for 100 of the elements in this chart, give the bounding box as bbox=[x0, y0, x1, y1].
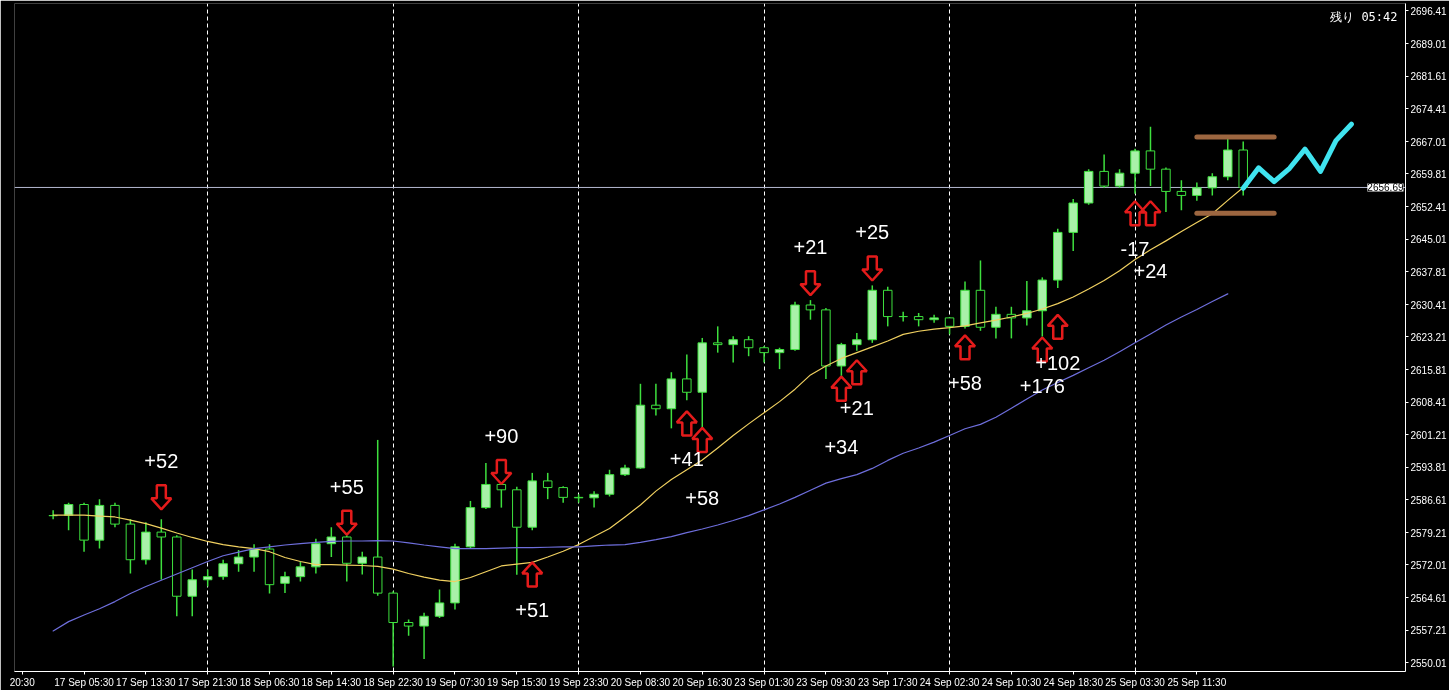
candlestick bbox=[712, 325, 723, 354]
annotation: +21 bbox=[839, 397, 874, 420]
candlestick bbox=[1176, 179, 1187, 211]
x-tick-label: 23 Sep 01:30 bbox=[734, 676, 795, 688]
x-tick-label: 24 Sep 10:30 bbox=[981, 676, 1042, 688]
candlestick bbox=[496, 482, 507, 509]
y-tick-label: 2630.41 bbox=[1410, 299, 1448, 311]
candlestick bbox=[434, 588, 445, 619]
candlestick bbox=[1207, 172, 1218, 197]
x-tick-label: 17 Sep 05:30 bbox=[54, 676, 115, 688]
x-tick-label: 23 Sep 17:30 bbox=[857, 676, 918, 688]
point bbox=[861, 255, 884, 282]
x-tick-label: 17 Sep 13:30 bbox=[116, 676, 177, 688]
candlestick bbox=[651, 383, 661, 417]
y-tick-label: 2689.01 bbox=[1410, 38, 1448, 50]
point bbox=[1123, 200, 1147, 227]
candlestick bbox=[280, 571, 290, 594]
candlestick bbox=[836, 342, 847, 377]
candlestick bbox=[728, 335, 738, 364]
annotation: 残り 05:42 bbox=[1330, 9, 1398, 24]
candlestick bbox=[481, 462, 491, 510]
point bbox=[799, 269, 822, 297]
y-tick-label: 2615.81 bbox=[1410, 364, 1448, 376]
x-tick-label: 18 Sep 14:30 bbox=[301, 676, 362, 688]
annotation: +24 bbox=[1133, 260, 1168, 283]
candlestick bbox=[1192, 181, 1202, 202]
y-tick-label: 2586.61 bbox=[1410, 494, 1448, 506]
point bbox=[1046, 313, 1069, 341]
candlestick bbox=[63, 501, 74, 532]
annotation: +55 bbox=[329, 475, 364, 498]
y-tick-label: 2593.81 bbox=[1410, 462, 1448, 474]
candlestick bbox=[1145, 126, 1156, 187]
y-tick-label: 2550.01 bbox=[1410, 657, 1448, 669]
candlestick bbox=[311, 538, 321, 575]
annotation: +58 bbox=[685, 486, 720, 509]
x-tick-label: 24 Sep 02:30 bbox=[919, 676, 980, 688]
y-tick-label: 2623.21 bbox=[1410, 331, 1448, 343]
candlestick bbox=[991, 306, 1001, 340]
x-tick-label: 25 Sep 11:30 bbox=[1167, 676, 1227, 688]
point bbox=[675, 410, 699, 437]
candlestick bbox=[187, 568, 197, 618]
x-tick-label: 17 Sep 21:30 bbox=[177, 676, 238, 688]
x-tick-label: 19 Sep 15:30 bbox=[487, 676, 547, 688]
x-tick-label: 20 Sep 08:30 bbox=[610, 676, 671, 688]
y-tick-label: 2601.21 bbox=[1410, 429, 1448, 441]
point bbox=[953, 334, 977, 361]
candlestick bbox=[218, 558, 228, 581]
x-tick-label: 19 Sep 07:30 bbox=[425, 676, 486, 688]
annotation: +52 bbox=[144, 450, 179, 473]
x-tick-label: 23 Sep 09:30 bbox=[796, 676, 857, 688]
candlestick bbox=[805, 299, 816, 321]
annotation: -17 bbox=[1120, 238, 1150, 261]
annotation: +25 bbox=[855, 221, 890, 244]
y-tick-label: 2579.21 bbox=[1410, 527, 1448, 539]
point bbox=[691, 426, 714, 454]
annotation: +21 bbox=[793, 236, 828, 259]
y-tick-label: 2564.61 bbox=[1410, 592, 1448, 604]
candlestick bbox=[682, 353, 692, 402]
annotation: +90 bbox=[484, 424, 519, 447]
candlestick bbox=[357, 550, 367, 576]
point bbox=[521, 561, 544, 588]
x-tick-label: 20:30 bbox=[9, 676, 36, 688]
x-tick-label: 20 Sep 16:30 bbox=[672, 676, 733, 688]
candlestick bbox=[249, 543, 259, 573]
x-tick-label: 25 Sep 03:30 bbox=[1105, 676, 1166, 688]
candlestick bbox=[233, 549, 244, 573]
candlestick bbox=[1114, 168, 1125, 189]
point bbox=[1139, 200, 1162, 227]
candlestick bbox=[419, 611, 429, 660]
y-tick-label: 2645.01 bbox=[1410, 234, 1448, 246]
annotation: +51 bbox=[515, 599, 550, 622]
candlestick bbox=[1161, 166, 1171, 213]
point bbox=[150, 484, 173, 511]
line-series bbox=[52, 293, 1229, 632]
x-tick-label: 19 Sep 23:30 bbox=[548, 676, 609, 688]
y-tick-label: 2608.41 bbox=[1410, 397, 1448, 409]
annotation: +58 bbox=[948, 372, 982, 395]
y-tick-label: 2674.41 bbox=[1410, 103, 1448, 115]
y-tick-label: 2637.81 bbox=[1410, 266, 1448, 278]
candlestick bbox=[743, 335, 754, 357]
point bbox=[845, 358, 869, 386]
point bbox=[830, 375, 853, 402]
candlestick bbox=[156, 518, 167, 581]
y-tick-label: 2667.01 bbox=[1410, 136, 1448, 148]
candlestick bbox=[589, 490, 599, 509]
candlestick bbox=[1099, 153, 1109, 189]
x-tick-label: 18 Sep 06:30 bbox=[239, 676, 300, 688]
candlestick bbox=[604, 469, 615, 498]
y-tick-label: 2696.41 bbox=[1410, 5, 1448, 17]
x-tick-label: 18 Sep 22:30 bbox=[363, 676, 424, 688]
annotation: +102 bbox=[1035, 351, 1081, 374]
candlestick bbox=[1130, 147, 1140, 195]
point bbox=[335, 509, 359, 537]
y-tick-label: 2572.01 bbox=[1410, 559, 1448, 571]
annotation: +34 bbox=[824, 435, 859, 458]
y-tick-label: 2557.21 bbox=[1410, 625, 1448, 637]
y-tick-label: 2659.81 bbox=[1410, 168, 1448, 180]
annotation: +41 bbox=[669, 448, 704, 471]
x-tick-label: 24 Sep 18:30 bbox=[1043, 676, 1104, 688]
candlestick bbox=[542, 472, 553, 500]
